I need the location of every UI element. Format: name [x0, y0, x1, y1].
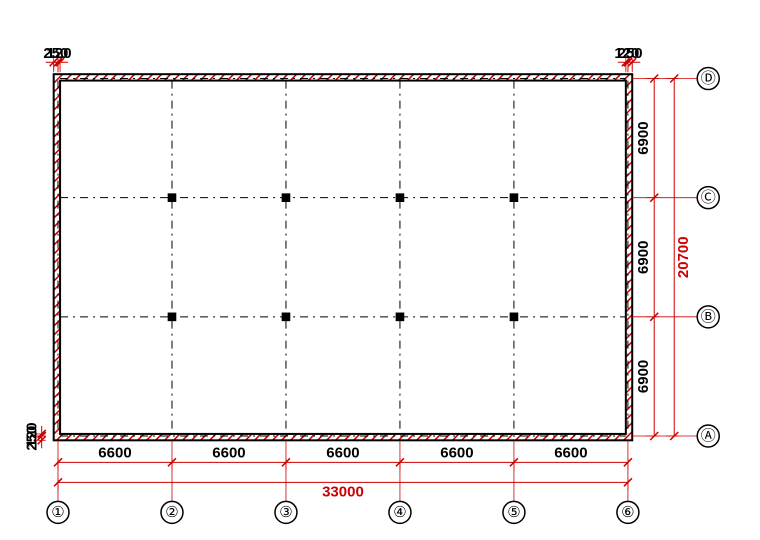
svg-text:250: 250	[618, 45, 643, 62]
dim-y-1: 6900	[635, 360, 652, 393]
dim-x-1: 6600	[98, 444, 131, 461]
dim-y-total-label: 20700	[675, 236, 692, 278]
axis-label-x-2: ②	[165, 504, 178, 521]
wall-hatch	[54, 74, 633, 440]
svg-text:250: 250	[24, 426, 41, 451]
column-4-2	[510, 193, 519, 202]
column-4-1	[510, 313, 519, 322]
dim-x-3: 6600	[326, 444, 359, 461]
column-1-1	[168, 313, 177, 322]
dim-x-4: 6600	[440, 444, 473, 461]
axis-label-x-5: ⑤	[507, 504, 520, 521]
column-1-2	[168, 193, 177, 202]
wall-outer	[54, 74, 633, 440]
axis-label-y-C: Ⓒ	[701, 189, 716, 206]
axis-label-y-D: Ⓓ	[701, 70, 716, 87]
dim-x-total-label: 33000	[322, 483, 364, 500]
wall-inner	[60, 81, 626, 434]
column-3-2	[396, 193, 405, 202]
axis-label-x-4: ④	[393, 504, 406, 521]
column-3-1	[396, 313, 405, 322]
svg-text:120: 120	[47, 45, 72, 62]
dim-y-3: 6900	[635, 121, 652, 154]
dim-x-5: 6600	[554, 444, 587, 461]
dim-y-2: 6900	[635, 241, 652, 274]
axis-label-x-6: ⑥	[621, 504, 634, 521]
axis-label-y-A: Ⓐ	[701, 428, 716, 445]
axis-label-x-3: ③	[279, 504, 292, 521]
axis-label-x-1: ①	[51, 504, 64, 521]
floor-plan-drawing: 6600 6600 6600 6600 6600 33000 ① ② ③ ④ ⑤ ⑥ 6900 6900 6…	[0, 0, 760, 540]
column-2-1	[282, 313, 291, 322]
axis-label-y-B: Ⓑ	[701, 308, 716, 325]
dim-x-2: 6600	[212, 444, 245, 461]
column-2-2	[282, 193, 291, 202]
